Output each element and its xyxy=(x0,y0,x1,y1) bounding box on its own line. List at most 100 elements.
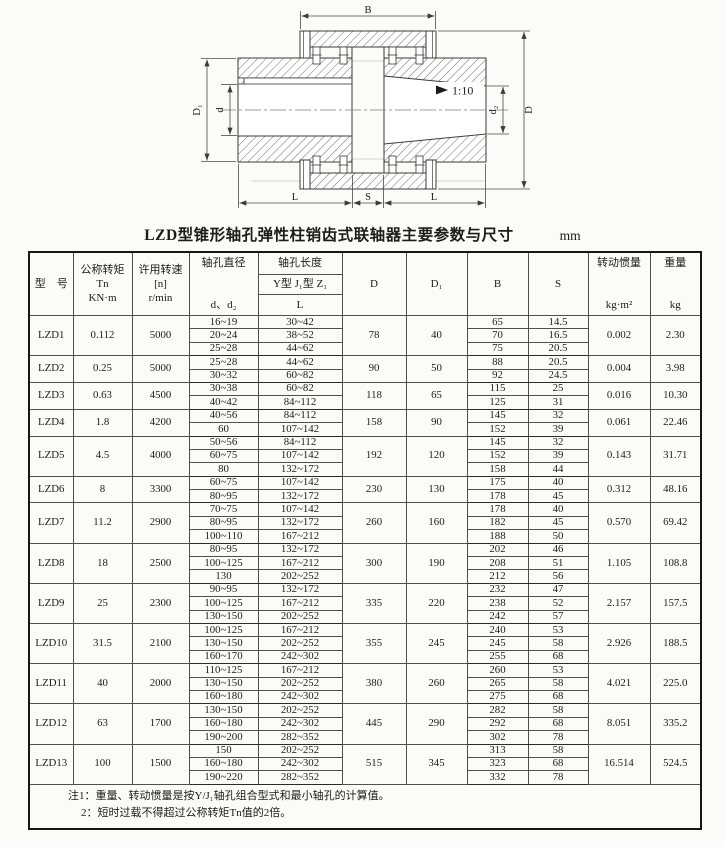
technical-drawing: 1:10 B D D₁ d d₂ L xyxy=(192,5,535,208)
cell-bore-diameter: 100~125 xyxy=(188,596,259,611)
cell-B: 212 xyxy=(466,569,529,584)
col-header-inertia: 转动惯量 kg·m² xyxy=(587,251,651,316)
cell-bore-diameter: 40~42 xyxy=(188,395,259,410)
cell-D1: 260 xyxy=(405,663,468,705)
cell-bore-length: 132~172 xyxy=(257,489,343,504)
cell-B: 208 xyxy=(466,556,529,571)
cell-bore-length: 132~172 xyxy=(257,582,343,598)
cell-model: LZD11 xyxy=(28,663,74,705)
table-row: LZD11 40 2000 110~125 167~212 380 260 260 53 4.02… xyxy=(28,663,702,705)
cell-B: 158 xyxy=(466,462,529,477)
cell-torque: 0.63 xyxy=(72,381,133,410)
cell-model: LZD5 xyxy=(28,435,74,477)
cell-inertia: 2.157 xyxy=(587,582,651,624)
cell-torque: 0.25 xyxy=(72,355,133,383)
cell-bore-diameter: 30~38 xyxy=(188,381,259,397)
cell-D1: 160 xyxy=(405,502,468,544)
cell-bore-length: 107~142 xyxy=(257,422,343,437)
cell-B: 175 xyxy=(466,475,529,491)
cell-S: 40 xyxy=(527,475,589,491)
cell-B: 302 xyxy=(466,730,529,745)
cell-model: LZD7 xyxy=(28,502,74,544)
cell-torque: 25 xyxy=(72,582,133,624)
dim-label-D1: D₁ xyxy=(192,104,203,115)
cell-model: LZD8 xyxy=(28,542,74,584)
cell-B: 92 xyxy=(466,368,529,383)
cell-bore-diameter: 130~150 xyxy=(188,676,259,691)
cell-speed: 4000 xyxy=(131,435,190,477)
cell-bore-length: 242~302 xyxy=(257,716,343,732)
cell-inertia: 0.143 xyxy=(587,435,651,477)
cell-bore-diameter: 160~180 xyxy=(188,756,259,772)
cell-bore-diameter: 190~200 xyxy=(188,730,259,745)
cell-torque: 4.5 xyxy=(72,435,133,477)
cell-D: 90 xyxy=(341,355,407,383)
cell-inertia: 2.926 xyxy=(587,622,651,665)
col-header-speed: 许用转速 [n] r/min xyxy=(131,251,190,316)
cell-S: 20.5 xyxy=(527,341,589,357)
cell-torque: 1.8 xyxy=(72,408,133,437)
cell-D1: 50 xyxy=(405,355,468,383)
cell-speed: 2000 xyxy=(131,663,190,705)
dim-label-d: d xyxy=(215,107,226,113)
cell-S: 68 xyxy=(527,716,589,732)
cell-model: LZD10 xyxy=(28,622,74,665)
cell-weight: 22.46 xyxy=(649,408,702,437)
cell-bore-diameter: 30~32 xyxy=(188,368,259,383)
cell-D1: 290 xyxy=(405,703,468,745)
cell-S: 14.5 xyxy=(527,314,589,330)
dimension-lines xyxy=(201,11,530,208)
cell-inertia: 8.051 xyxy=(587,703,651,745)
cell-bore-length: 132~172 xyxy=(257,542,343,558)
cell-bore-length: 202~252 xyxy=(257,676,343,691)
table-row: LZD7 11.2 2900 70~75 107~142 260 160 178 40 0.570… xyxy=(28,502,702,544)
cell-bore-diameter: 100~125 xyxy=(188,556,259,571)
cell-bore-diameter: 190~220 xyxy=(188,770,259,785)
cell-bore-diameter: 16~19 xyxy=(188,314,259,330)
cell-inertia: 0.016 xyxy=(587,381,651,410)
cell-bore-length: 167~212 xyxy=(257,663,343,678)
cell-B: 245 xyxy=(466,636,529,651)
title-row: LZD型锥形轴孔弹性柱销齿式联轴器主要参数与尺寸 mm xyxy=(0,223,725,245)
cell-bore-diameter: 70~75 xyxy=(188,502,259,517)
table-row: 80~95 132~172 182 45 xyxy=(29,515,701,531)
cell-D: 445 xyxy=(341,703,407,745)
cell-D1: 120 xyxy=(405,435,468,477)
taper-arrow-icon xyxy=(436,85,448,95)
cell-inertia: 0.312 xyxy=(587,475,651,504)
cell-speed: 3300 xyxy=(131,475,190,504)
cell-B: 145 xyxy=(466,435,529,450)
cell-bore-length: 167~212 xyxy=(257,596,343,611)
cell-bore-length: 60~82 xyxy=(257,381,343,397)
cell-S: 68 xyxy=(527,689,589,705)
cell-S: 47 xyxy=(527,582,589,598)
cell-B: 115 xyxy=(466,381,529,397)
cell-B: 178 xyxy=(466,502,529,517)
cell-bore-length: 107~142 xyxy=(257,502,343,517)
cell-S: 32 xyxy=(527,408,589,424)
cell-bore-length: 202~252 xyxy=(257,703,343,718)
cell-S: 45 xyxy=(527,515,589,531)
cell-model: LZD12 xyxy=(28,703,74,745)
cell-speed: 2500 xyxy=(131,542,190,584)
cell-bore-length: 202~252 xyxy=(257,569,343,584)
cell-S: 40 xyxy=(527,502,589,517)
taper-label: 1:10 xyxy=(452,84,473,98)
cell-bore-length: 167~212 xyxy=(257,622,343,638)
col-header-D1: D₁ xyxy=(405,251,468,316)
col-header-model: 型 号 xyxy=(28,251,74,316)
cell-D1: 65 xyxy=(405,381,468,410)
cell-torque: 63 xyxy=(72,703,133,745)
cell-inertia: 1.105 xyxy=(587,542,651,584)
page-title: LZD型锥形轴孔弹性柱销齿式联轴器主要参数与尺寸 xyxy=(144,227,514,244)
cell-B: 202 xyxy=(466,542,529,558)
cell-S: 56 xyxy=(527,569,589,584)
cell-speed: 4200 xyxy=(131,408,190,437)
dim-label-D: D xyxy=(524,106,535,114)
cell-B: 65 xyxy=(466,314,529,330)
cell-weight: 157.5 xyxy=(649,582,702,624)
cell-B: 292 xyxy=(466,716,529,732)
table-body: LZD1 0.112 5000 16~19 30~42 78 40 65 14.5 0.002 2.… xyxy=(28,314,702,785)
cell-B: 238 xyxy=(466,596,529,611)
cell-S: 68 xyxy=(527,756,589,772)
